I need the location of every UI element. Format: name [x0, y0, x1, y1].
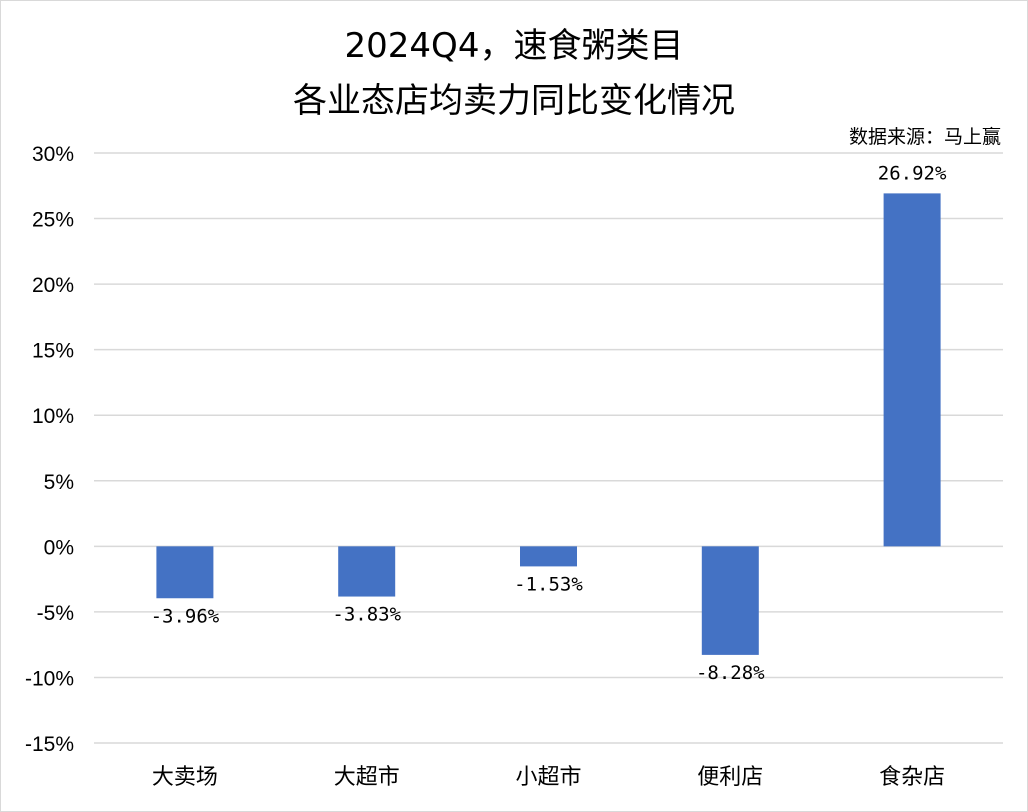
data-label: -3.96%: [151, 605, 220, 627]
bar: [701, 546, 759, 655]
data-label: 26.92%: [878, 162, 947, 184]
data-source-note: 数据来源：马上赢: [849, 126, 1001, 148]
x-category-label: 食杂店: [879, 765, 945, 790]
y-axis-ticks: 30% 25% 20% 15% 10% 5% 0% -5% -10% -15%: [25, 143, 74, 756]
y-tick-label: -15%: [25, 733, 74, 756]
gridlines: [94, 152, 1003, 744]
chart-title-line-2: 各业态店均卖力同比变化情况: [293, 81, 735, 121]
y-tick-label: 5%: [44, 471, 74, 494]
y-tick-label: -5%: [37, 602, 74, 625]
x-axis-categories: 大卖场 大超市 小超市 便利店 食杂店: [152, 765, 945, 790]
x-category-label: 便利店: [697, 765, 763, 790]
y-tick-label: 30%: [32, 143, 74, 166]
x-category-label: 小超市: [515, 765, 581, 790]
data-label: -8.28%: [696, 662, 765, 684]
data-labels: -3.96% -3.83% -1.53% -8.28% 26.92%: [151, 162, 947, 684]
x-category-label: 大卖场: [152, 765, 218, 790]
y-tick-label: 25%: [32, 209, 74, 232]
y-tick-label: 10%: [32, 405, 74, 428]
data-label: -1.53%: [514, 573, 583, 595]
bar: [520, 546, 577, 567]
y-tick-label: -10%: [25, 667, 74, 690]
bar: [156, 546, 214, 599]
bar: [883, 193, 941, 547]
bar: [338, 546, 396, 597]
bars: [156, 193, 941, 655]
y-tick-label: 20%: [32, 274, 74, 297]
y-tick-label: 15%: [32, 340, 74, 363]
y-tick-label: 0%: [44, 536, 74, 559]
data-label: -3.83%: [332, 604, 401, 626]
chart-title-line-1: 2024Q4，速食粥类目: [345, 26, 684, 66]
x-category-label: 大超市: [334, 765, 400, 790]
